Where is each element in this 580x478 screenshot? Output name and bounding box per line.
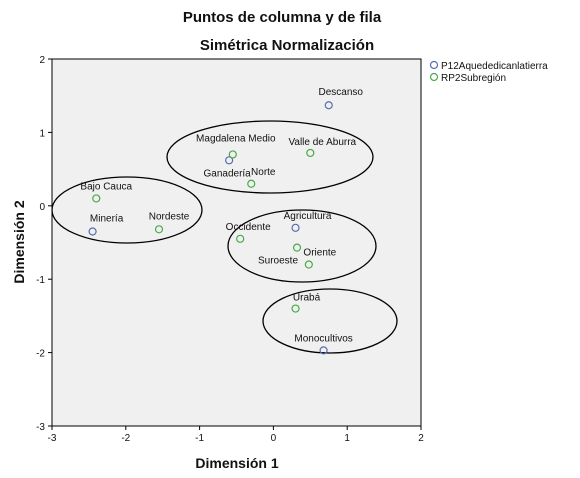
cluster-ellipse-left [51, 176, 203, 244]
chart-title: Puntos de columna y de fila [183, 9, 382, 26]
point-label: Minería [90, 213, 124, 224]
point-label: Descanso [319, 87, 364, 98]
x-tick-label: -2 [121, 433, 130, 444]
x-axis-ticks: -3 -2 -1 0 1 2 [48, 426, 424, 444]
legend: P12Aquededicanlatierra RP2Subregión [429, 60, 548, 84]
legend-marker-series-1 [429, 60, 439, 70]
y-tick-label: -3 [36, 422, 45, 433]
data-points [88, 101, 333, 355]
data-point [225, 156, 234, 165]
x-tick-label: -3 [48, 433, 57, 444]
x-tick-label: 0 [271, 433, 277, 444]
legend-label-series-2: RP2Subregión [441, 73, 506, 84]
data-point [319, 346, 328, 355]
data-point [324, 101, 333, 110]
cluster-ellipse-bottom [262, 288, 398, 354]
y-axis-title: Dimensión 2 [11, 200, 27, 283]
data-point [292, 243, 302, 252]
chart-subtitle: Simétrica Normalización [200, 37, 374, 54]
point-labels: Descanso Ganadería Minería Agricultura Monoc… [80, 87, 363, 344]
point-label: Magdalena Medio [196, 133, 276, 144]
legend-label-series-1: P12Aquededicanlatierra [441, 61, 548, 72]
x-axis-title: Dimensión 1 [195, 455, 278, 471]
data-point [304, 260, 313, 269]
y-tick-label: 2 [39, 55, 45, 66]
point-label: Ganadería [203, 168, 251, 179]
data-point [306, 148, 315, 158]
point-label: Suroeste [258, 256, 298, 267]
y-tick-label: -2 [36, 349, 45, 360]
y-tick-label: -1 [36, 275, 45, 286]
y-tick-label: 0 [39, 202, 45, 213]
point-label: Oriente [303, 248, 336, 259]
data-point [291, 223, 300, 232]
data-point [154, 225, 164, 234]
point-label: Nordeste [149, 211, 190, 222]
point-label: Urabá [293, 293, 321, 304]
y-tick-label: 1 [39, 128, 45, 139]
cluster-ellipses [51, 120, 398, 354]
data-point [247, 179, 256, 188]
legend-marker-series-2 [429, 72, 439, 82]
point-label: Bajo Cauca [80, 181, 132, 192]
data-point [236, 234, 245, 243]
data-point [228, 150, 237, 159]
point-label: Norte [251, 167, 276, 178]
x-tick-label: 1 [344, 433, 350, 444]
x-tick-label: -1 [195, 433, 204, 444]
data-point [88, 227, 97, 236]
cluster-ellipse-middle [227, 209, 377, 283]
data-point [291, 304, 300, 313]
cluster-ellipse-center [166, 120, 374, 194]
x-tick-label: 2 [418, 433, 424, 444]
point-label: Agricultura [284, 211, 332, 222]
point-label: Valle de Aburra [288, 137, 356, 148]
point-label: Monocultivos [294, 333, 352, 344]
point-label: Occidente [226, 222, 271, 233]
data-point [92, 194, 101, 203]
y-axis-ticks: -3 -2 -1 0 1 2 [36, 55, 52, 433]
